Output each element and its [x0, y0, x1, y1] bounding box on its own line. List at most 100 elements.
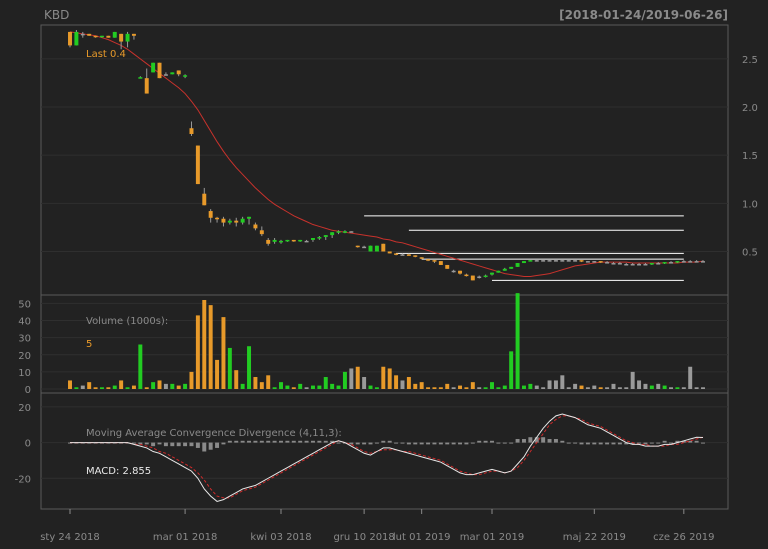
- macd-hist-bar: [438, 442, 443, 445]
- volume-bar: [649, 385, 654, 389]
- volume-bar: [234, 370, 239, 389]
- candle-body: [585, 261, 590, 263]
- volume-bars: [68, 293, 705, 389]
- macd-hist-bar: [291, 440, 296, 443]
- candle-body: [170, 72, 175, 75]
- volume-bar: [477, 387, 482, 389]
- macd-hist-bar: [323, 440, 328, 443]
- volume-tick-label: 50: [18, 299, 31, 310]
- candle-body: [541, 260, 546, 262]
- macd-hist-bar: [304, 440, 309, 443]
- candle-body: [649, 263, 654, 265]
- volume-bar: [272, 387, 277, 389]
- volume-bar: [323, 377, 328, 389]
- volume-bar: [701, 387, 705, 389]
- volume-bar: [291, 387, 296, 389]
- price-panel: [40, 24, 729, 296]
- macd-hist-bar: [310, 440, 315, 443]
- macd-hist-bar: [598, 442, 603, 445]
- candle-body: [87, 33, 92, 36]
- volume-bar: [317, 385, 322, 389]
- price-tick-label: 2.0: [742, 103, 758, 114]
- volume-bar: [598, 387, 603, 389]
- volume-bar: [336, 385, 341, 389]
- macd-hist-bar: [151, 442, 156, 447]
- macd-hist-bar: [426, 442, 431, 445]
- macd-hist-bar: [285, 440, 290, 443]
- macd-hist-bar: [649, 442, 654, 444]
- volume-bar: [458, 385, 463, 389]
- volume-bar: [330, 383, 335, 389]
- candle-body: [394, 253, 399, 255]
- candle-body: [374, 245, 379, 252]
- candle-body: [515, 263, 520, 267]
- macd-hist-bar: [451, 442, 456, 445]
- candle-body: [681, 261, 686, 263]
- volume-tick-label: 40: [18, 317, 31, 328]
- volume-bar: [470, 382, 475, 389]
- macd-hist-bar: [317, 440, 322, 443]
- candle-body: [279, 240, 283, 243]
- candle-body: [310, 238, 315, 240]
- volume-bar: [131, 385, 136, 389]
- macd-hist-bar: [528, 437, 533, 443]
- macd-hist-bar: [483, 440, 488, 443]
- volume-tick-label: 30: [18, 334, 31, 345]
- volume-bar: [387, 368, 392, 389]
- candle-body: [598, 261, 603, 263]
- candle-body: [119, 33, 124, 42]
- candle-body: [195, 145, 200, 185]
- macd-hist-bar: [585, 442, 590, 445]
- candle-body: [432, 260, 437, 262]
- volume-bar: [170, 383, 175, 389]
- volume-bar: [445, 383, 450, 389]
- volume-bar: [259, 382, 264, 389]
- volume-bar: [419, 382, 424, 389]
- candle-body: [74, 31, 79, 46]
- macd-hist-bar: [368, 442, 373, 445]
- volume-bar: [464, 387, 469, 389]
- candle-body: [68, 31, 72, 46]
- macd-hist-bar: [656, 442, 661, 444]
- support-lines: [364, 215, 684, 281]
- axis-ticks: 2.5 2.0 1.5 1.0 0.5 50 40 30 20 10 0 20 0 -20 sty 24 2…: [15, 55, 758, 543]
- candle-body: [138, 77, 143, 79]
- x-tick-label: lut 01 2019: [393, 532, 451, 543]
- x-tick-label: mar 01 2019: [460, 532, 525, 543]
- macd-hist-bar: [611, 442, 616, 445]
- x-tick-label: maj 22 2019: [563, 532, 626, 543]
- candles: [68, 30, 705, 281]
- volume-tick-label: 20: [18, 351, 31, 362]
- macd-hist-bar: [496, 442, 501, 444]
- volume-tick-label: 0: [25, 385, 31, 396]
- candle-body: [637, 264, 642, 266]
- macd-line: [70, 413, 704, 502]
- macd-hist-bar: [688, 440, 693, 443]
- macd-hist-bar: [163, 442, 168, 447]
- volume-bar: [151, 382, 156, 389]
- macd-hist-bar: [566, 442, 571, 444]
- volume-bar: [502, 385, 507, 389]
- macd-tick-label: 0: [25, 439, 31, 450]
- candle-body: [362, 246, 367, 249]
- candle-body: [470, 275, 475, 281]
- macd-hist-bar: [413, 442, 418, 445]
- macd-hist-bar: [400, 442, 405, 444]
- candle-body: [579, 260, 584, 262]
- candle-body: [112, 31, 117, 38]
- candle-body: [419, 257, 424, 259]
- macd-hist-bar: [541, 437, 546, 443]
- sma-line: [69, 31, 704, 278]
- candle-body: [438, 261, 443, 265]
- candle-body: [496, 270, 501, 273]
- candle-body: [560, 260, 565, 262]
- macd-hist-bar: [669, 442, 674, 444]
- volume-bar: [215, 359, 220, 389]
- candle-body: [400, 254, 405, 256]
- volume-bar: [183, 383, 188, 389]
- macd-hist-bar: [394, 442, 399, 444]
- candle-body: [183, 75, 188, 77]
- volume-bar: [432, 387, 437, 389]
- candle-body: [701, 261, 705, 263]
- macd-hist-bar: [336, 442, 341, 444]
